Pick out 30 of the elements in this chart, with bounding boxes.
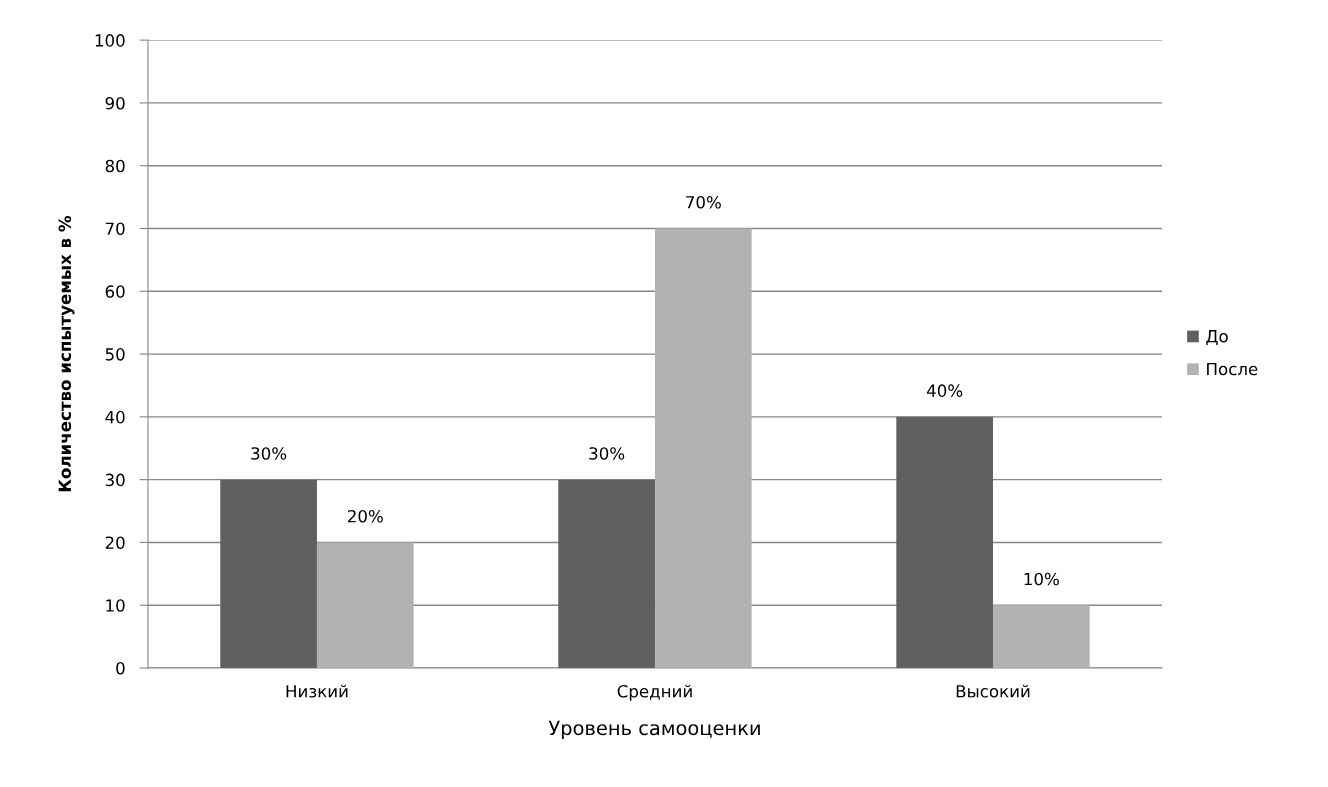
bar xyxy=(992,605,1090,668)
y-tick-label: 90 xyxy=(105,96,125,110)
y-tick-label: 50 xyxy=(105,348,125,361)
y-tick-label: 40 xyxy=(105,410,125,424)
data-label: 30% xyxy=(251,447,287,460)
data-label: 10% xyxy=(1024,572,1059,586)
y-tick-label: 100 xyxy=(95,34,125,47)
y-tick-label: 80 xyxy=(105,159,125,173)
y-tick-label: 0 xyxy=(116,661,125,675)
data-label: 20% xyxy=(347,509,383,523)
bar xyxy=(558,479,655,668)
y-axis-title: Количество испытуемых в % xyxy=(58,215,75,492)
data-label: 40% xyxy=(926,384,963,397)
y-tick-label: 70 xyxy=(105,222,125,236)
bar xyxy=(896,416,993,668)
legend-label: До xyxy=(1206,330,1228,345)
y-tick-label: 20 xyxy=(105,536,125,549)
bar xyxy=(220,479,317,668)
bar xyxy=(654,228,752,668)
data-label: 30% xyxy=(589,447,625,460)
y-tick-label: 60 xyxy=(105,285,125,298)
x-tick-label: Средний xyxy=(617,684,692,701)
y-tick-label: 30 xyxy=(105,473,125,487)
legend-label: После xyxy=(1207,362,1258,376)
x-tick-label: Низкий xyxy=(286,684,348,698)
data-label: 70% xyxy=(686,195,721,209)
x-axis-title: Уровень самооценки xyxy=(548,720,760,740)
bar xyxy=(316,542,414,668)
x-tick-label: Высокий xyxy=(956,684,1030,698)
y-tick-label: 10 xyxy=(106,599,125,612)
